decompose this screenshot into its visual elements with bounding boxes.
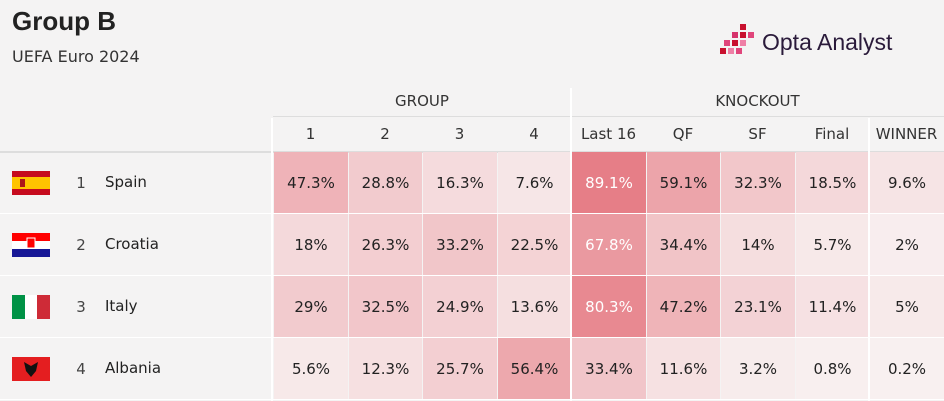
flag <box>12 171 50 195</box>
team-name: Croatia <box>105 235 159 253</box>
column-header: 3 <box>454 125 465 143</box>
column-header: 1 <box>305 125 316 143</box>
column-header: Last 16 <box>580 125 637 143</box>
cell: 11.4% <box>796 276 869 337</box>
cell: 56.4% <box>498 338 571 399</box>
team-name: Albania <box>105 359 162 377</box>
group-header: GROUP <box>395 92 449 110</box>
cell: 89.1% <box>572 152 646 213</box>
cell: 13.6% <box>498 276 571 337</box>
cell: 9.6% <box>870 152 944 213</box>
cell: 29% <box>274 276 348 337</box>
rank: 1 <box>76 173 86 192</box>
cell: 3.2% <box>721 338 795 399</box>
row-rule <box>0 213 944 214</box>
column-header: 2 <box>380 125 390 143</box>
cell: 25.7% <box>423 338 497 399</box>
column-divider <box>271 118 273 401</box>
cell: 59.1% <box>647 152 720 213</box>
cell: 32.3% <box>721 152 795 213</box>
column-header: 4 <box>529 125 539 143</box>
cell: 7.6% <box>498 152 571 213</box>
row-rule <box>0 337 944 338</box>
cell: 26.3% <box>349 214 422 275</box>
cell: 24.9% <box>423 276 497 337</box>
rank: 2 <box>76 235 86 254</box>
team-name: Italy <box>105 297 138 315</box>
cell: 34.4% <box>647 214 720 275</box>
cell: 33.2% <box>423 214 497 275</box>
column-divider <box>570 88 572 401</box>
column-divider <box>868 118 870 401</box>
cell: 12.3% <box>349 338 422 399</box>
flag <box>12 233 50 257</box>
cell: 47.3% <box>274 152 348 213</box>
rank: 4 <box>76 359 86 378</box>
cell: 14% <box>721 214 795 275</box>
cell: 0.8% <box>796 338 869 399</box>
subtitle: UEFA Euro 2024 <box>12 47 140 66</box>
header-rule <box>273 116 944 117</box>
cell: 47.2% <box>647 276 720 337</box>
column-header: Final <box>814 125 850 143</box>
brand-icon <box>720 24 754 54</box>
flag <box>12 357 50 381</box>
cell: 2% <box>870 214 944 275</box>
cell: 18% <box>274 214 348 275</box>
cell: 23.1% <box>721 276 795 337</box>
cell: 16.3% <box>423 152 497 213</box>
cell: 33.4% <box>572 338 646 399</box>
cell: 11.6% <box>647 338 720 399</box>
team-name: Spain <box>105 173 147 191</box>
title: Group B <box>12 6 116 36</box>
column-header: WINNER <box>875 125 938 143</box>
cell: 22.5% <box>498 214 571 275</box>
row-rule <box>0 399 944 400</box>
group-header: KNOCKOUT <box>715 92 800 110</box>
flag <box>12 295 50 319</box>
column-header: SF <box>748 125 767 143</box>
cell: 67.8% <box>572 214 646 275</box>
rank: 3 <box>76 297 86 316</box>
cell: 80.3% <box>572 276 646 337</box>
cell: 0.2% <box>870 338 944 399</box>
column-header: QF <box>672 125 694 143</box>
cell: 18.5% <box>796 152 869 213</box>
cell: 5.6% <box>274 338 348 399</box>
brand: Opta Analyst <box>762 29 893 55</box>
cell: 5.7% <box>796 214 869 275</box>
cell: 28.8% <box>349 152 422 213</box>
row-rule <box>0 275 944 276</box>
cell: 32.5% <box>349 276 422 337</box>
cell: 5% <box>870 276 944 337</box>
